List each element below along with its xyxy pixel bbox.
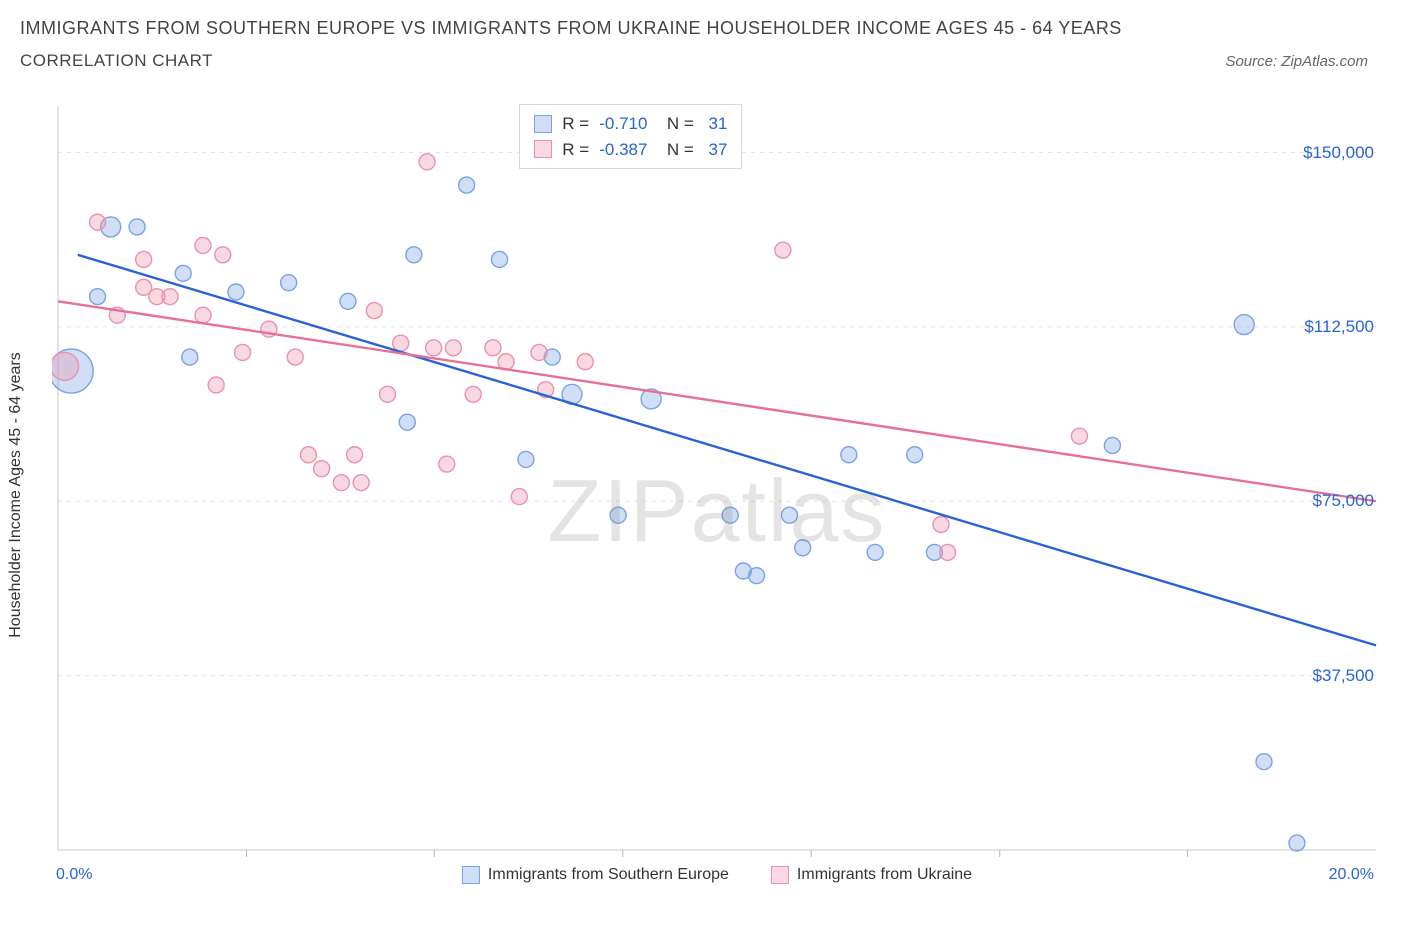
data-point [1104, 437, 1120, 453]
data-point [485, 340, 501, 356]
data-point [136, 251, 152, 267]
bottom-legend-bar: 0.0% Immigrants from Southern EuropeImmi… [52, 860, 1382, 890]
legend-swatch-icon [462, 866, 480, 884]
data-point [406, 247, 422, 263]
data-point [162, 289, 178, 305]
chart-header: IMMIGRANTS FROM SOUTHERN EUROPE VS IMMIG… [0, 0, 1406, 71]
legend-items: Immigrants from Southern Europe Immigrant… [462, 866, 972, 884]
stats-r-value: -0.710 [599, 111, 647, 137]
data-point [749, 568, 765, 584]
data-point [492, 251, 508, 267]
data-point [577, 354, 593, 370]
data-point [531, 344, 547, 360]
data-point [90, 214, 106, 230]
data-point [795, 540, 811, 556]
data-point [281, 275, 297, 291]
y-tick-label: $75,000 [1313, 491, 1374, 511]
data-point [399, 414, 415, 430]
legend-item: Immigrants from Southern Europe [462, 866, 729, 884]
data-point [300, 447, 316, 463]
data-point [129, 219, 145, 235]
data-point [393, 335, 409, 351]
data-point [439, 456, 455, 472]
data-point [518, 451, 534, 467]
data-point [366, 303, 382, 319]
y-axis-label: Householder Income Ages 45 - 64 years [7, 352, 25, 638]
stats-n-value: 31 [704, 111, 728, 137]
data-point [1256, 754, 1272, 770]
data-point [426, 340, 442, 356]
data-point [208, 377, 224, 393]
data-point [314, 461, 330, 477]
data-point [52, 352, 79, 380]
legend-swatch-icon [534, 115, 552, 133]
data-point [287, 349, 303, 365]
plot-wrapper: Householder Income Ages 45 - 64 years ZI… [52, 100, 1382, 890]
legend-label: Immigrants from Ukraine [797, 866, 972, 884]
data-point [465, 386, 481, 402]
data-point [228, 284, 244, 300]
data-point [380, 386, 396, 402]
y-tick-label: $37,500 [1313, 666, 1374, 686]
data-point [940, 544, 956, 560]
data-point [1071, 428, 1087, 444]
legend-item: Immigrants from Ukraine [771, 866, 972, 884]
data-point [340, 293, 356, 309]
chart-subtitle-row: CORRELATION CHART Source: ZipAtlas.com [20, 51, 1386, 71]
stats-n-value: 37 [704, 137, 728, 163]
data-point [933, 517, 949, 533]
stats-row: R = -0.387 N = 37 [534, 137, 727, 163]
source-label: Source: ZipAtlas.com [1225, 53, 1386, 70]
data-point [445, 340, 461, 356]
trend-line [78, 255, 1376, 646]
data-point [459, 177, 475, 193]
y-tick-label: $150,000 [1303, 143, 1374, 163]
stats-r-label: R = [562, 137, 589, 163]
chart-title-line1: IMMIGRANTS FROM SOUTHERN EUROPE VS IMMIG… [20, 18, 1386, 39]
data-point [90, 289, 106, 305]
data-point [775, 242, 791, 258]
data-point [182, 349, 198, 365]
x-axis-min-label: 0.0% [56, 866, 92, 884]
x-axis-max-label: 20.0% [1329, 866, 1374, 884]
data-point [215, 247, 231, 263]
data-point [841, 447, 857, 463]
data-point [195, 307, 211, 323]
stats-n-label: N = [657, 137, 693, 163]
legend-swatch-icon [771, 866, 789, 884]
data-point [511, 489, 527, 505]
y-tick-label: $112,500 [1304, 317, 1374, 337]
data-point [1289, 835, 1305, 851]
data-point [867, 544, 883, 560]
data-point [195, 238, 211, 254]
stats-n-label: N = [657, 111, 693, 137]
data-point [333, 475, 349, 491]
stats-r-label: R = [562, 111, 589, 137]
scatter-plot [52, 100, 1382, 890]
data-point [781, 507, 797, 523]
correlation-stats-box: R = -0.710 N = 31 R = -0.387 N = 37 [519, 104, 742, 169]
legend-label: Immigrants from Southern Europe [488, 866, 729, 884]
stats-r-value: -0.387 [599, 137, 647, 163]
data-point [907, 447, 923, 463]
data-point [722, 507, 738, 523]
data-point [610, 507, 626, 523]
trend-line [58, 301, 1376, 501]
data-point [353, 475, 369, 491]
data-point [419, 154, 435, 170]
data-point [1234, 315, 1254, 335]
stats-row: R = -0.710 N = 31 [534, 111, 727, 137]
legend-swatch-icon [534, 140, 552, 158]
data-point [347, 447, 363, 463]
chart-title-line2: CORRELATION CHART [20, 51, 213, 71]
data-point [175, 265, 191, 281]
data-point [235, 344, 251, 360]
